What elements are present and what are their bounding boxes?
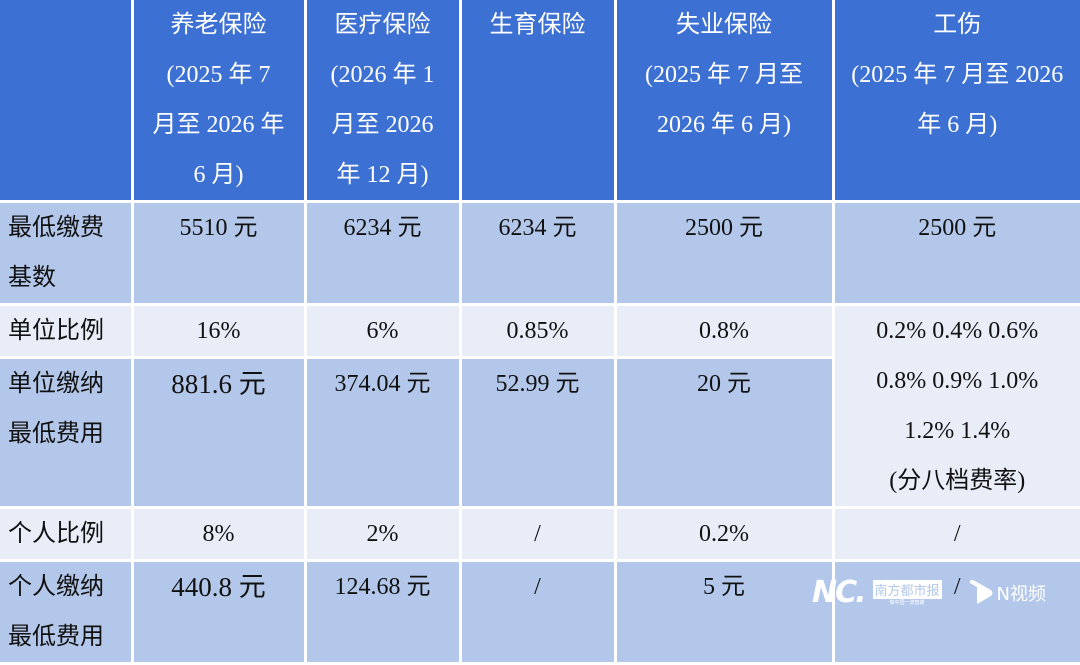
cell: 440.8 元 <box>130 559 307 665</box>
cell: 2500 元 <box>613 200 835 306</box>
work-injury-rate-cell: 0.2% 0.4% 0.6% 0.8% 0.9% 1.0% 1.2% 1.4% … <box>831 303 1080 509</box>
row-label: 个人比例 <box>0 506 134 562</box>
cell: 16% <box>130 302 307 360</box>
cell: 2500 元 <box>831 200 1080 306</box>
header-medical: 医疗保险 (2026 年 1 月至 2026 年 12 月) <box>303 0 462 203</box>
cell: 881.6 元 <box>130 356 307 509</box>
row-label: 单位比例 <box>0 302 134 360</box>
cell: 6% <box>303 302 462 360</box>
table-row: 单位比例 16% 6% 0.85% 0.8% 0.2% 0.4% 0.6% 0.… <box>0 302 1080 509</box>
cell: / <box>458 559 617 665</box>
n-video-text: N视频 <box>996 583 1047 605</box>
cell: 5 元 <box>613 559 835 665</box>
header-pension: 养老保险 (2025 年 7 月至 2026 年 6 月) <box>130 0 307 203</box>
cell: 0.2% <box>613 506 835 562</box>
play-icon <box>969 579 993 604</box>
header-unemployment: 失业保险 (2025 年 7 月至 2026 年 6 月) <box>613 0 835 203</box>
header-work-injury: 工伤 (2025 年 7 月至 2026 年 6 月) <box>831 0 1080 203</box>
cell: 2% <box>303 506 462 562</box>
header-row: 养老保险 (2025 年 7 月至 2026 年 6 月) 医疗保险 (2026… <box>0 0 1080 203</box>
row-label: 最低缴费 基数 <box>0 200 134 306</box>
header-corner <box>0 0 134 203</box>
cell: 0.8% <box>613 302 835 360</box>
cell: 6234 元 <box>458 200 617 306</box>
cell: 374.04 元 <box>303 356 462 509</box>
table-row: 个人比例 8% 2% / 0.2% / <box>0 506 1080 562</box>
cell: 124.68 元 <box>303 559 462 665</box>
cell: / <box>458 506 617 562</box>
newspaper-logo: 南方都市报 做中国一流智媒 <box>872 579 942 606</box>
row-label: 个人缴纳 最低费用 <box>0 559 134 665</box>
newspaper-slogan: 做中国一流智媒 <box>889 600 925 606</box>
row-label: 单位缴纳 最低费用 <box>0 356 134 509</box>
cell: 0.85% <box>458 302 617 360</box>
header-maternity: 生育保险 <box>458 0 617 203</box>
cell: 5510 元 <box>130 200 307 306</box>
n-video-logo: N视频 <box>968 579 1046 607</box>
newspaper-name: 南方都市报 <box>872 579 942 599</box>
cell: 8% <box>130 506 307 562</box>
table-row: 个人缴纳 最低费用 440.8 元 124.68 元 / 5 元 / <box>0 559 1080 665</box>
cell: 52.99 元 <box>458 356 617 509</box>
cell: / <box>831 559 1080 665</box>
watermark: NC. 南方都市报 做中国一流智媒 N视频 <box>812 575 1046 610</box>
table-row: 最低缴费 基数 5510 元 6234 元 6234 元 2500 元 2500… <box>0 200 1080 306</box>
nandu-logo: NC. <box>812 575 867 610</box>
cell: 6234 元 <box>303 200 462 306</box>
table-row: 单位缴纳 最低费用 881.6 元 374.04 元 52.99 元 20 元 <box>0 356 1080 509</box>
cell: 20 元 <box>613 356 833 509</box>
cell: / <box>831 506 1080 562</box>
